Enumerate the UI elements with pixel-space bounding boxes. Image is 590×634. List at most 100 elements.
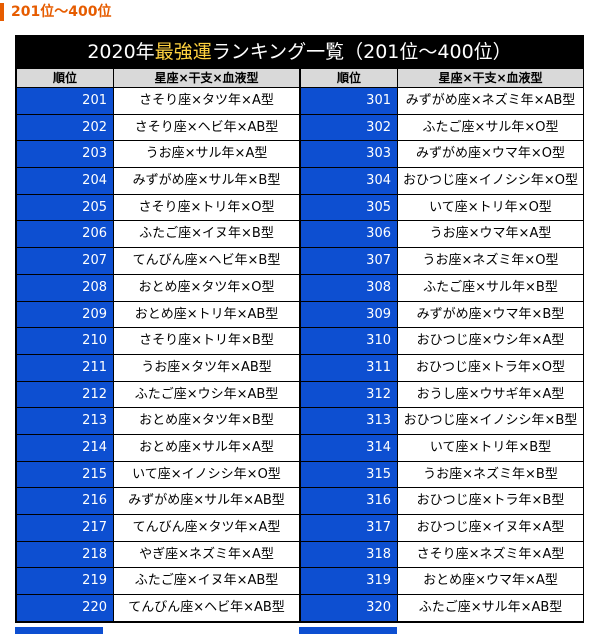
combo-cell: ふたご座×サル年×B型 (397, 274, 584, 302)
rank-cell: 209 (16, 301, 114, 329)
combo-cell: うお座×ネズミ年×B型 (397, 461, 584, 489)
combo-cell: みずがめ座×ウマ年×B型 (397, 301, 584, 329)
rank-cell: 304 (300, 168, 398, 195)
combo-cell: さそり座×タツ年×A型 (113, 88, 300, 115)
combo-cell: おひつじ座×イヌ年×A型 (397, 515, 584, 542)
rank-cell: 202 (16, 114, 114, 142)
table-row: 210 さそり座×トリ年×B型 310 おひつじ座×ウシ年×A型 (16, 328, 584, 355)
rank-cell: 214 (16, 434, 114, 462)
table-row: 217 てんびん座×タツ年×A型 317 おひつじ座×イヌ年×A型 (16, 515, 584, 542)
combo-cell: おとめ座×トリ年×AB型 (113, 301, 300, 329)
table-row: 218 やぎ座×ネズミ年×A型 318 さそり座×ネズミ年×A型 (16, 541, 584, 569)
table-row: 212 ふたご座×ウシ年×AB型 312 おうし座×ウサギ年×A型 (16, 381, 584, 409)
rank-cell: 302 (300, 114, 398, 142)
combo-cell: いて座×イノシシ年×O型 (113, 461, 300, 489)
combo-cell: いて座×トリ年×O型 (397, 194, 584, 222)
table-row: 213 おとめ座×タツ年×B型 313 おひつじ座×イノシシ年×B型 (16, 408, 584, 435)
title-prefix: 2020年 (87, 41, 155, 63)
rank-cell: 208 (16, 274, 114, 302)
combo-cell: さそり座×ネズミ年×A型 (397, 541, 584, 569)
combo-cell: ふたご座×サル年×AB型 (397, 595, 584, 622)
heading-accent-bar (0, 3, 4, 21)
combo-cell: うお座×タツ年×AB型 (113, 354, 300, 382)
table-row: 208 おとめ座×タツ年×O型 308 ふたご座×サル年×B型 (16, 274, 584, 302)
rank-cell: 307 (300, 248, 398, 275)
combo-cell: みずがめ座×ウマ年×O型 (397, 141, 584, 169)
table-row: 206 ふたご座×イヌ年×B型 306 うお座×ウマ年×A型 (16, 221, 584, 249)
combo-cell: おとめ座×タツ年×B型 (113, 408, 300, 435)
combo-cell: おひつじ座×トラ年×B型 (397, 488, 584, 515)
combo-cell: てんびん座×ヘビ年×AB型 (113, 595, 300, 622)
rank-cell: 317 (300, 515, 398, 542)
rank-cell: 303 (300, 141, 398, 169)
combo-cell: ふたご座×イヌ年×AB型 (113, 568, 300, 596)
rank-cell: 316 (300, 488, 398, 515)
header-combo-left: 星座×干支×血液型 (113, 68, 300, 88)
rank-cell: 313 (300, 408, 398, 435)
combo-cell: おとめ座×タツ年×O型 (113, 274, 300, 302)
combo-cell: やぎ座×ネズミ年×A型 (113, 541, 300, 569)
combo-cell: さそり座×トリ年×B型 (113, 328, 300, 355)
table-row: 214 おとめ座×サル年×A型 314 いて座×トリ年×B型 (16, 434, 584, 462)
rank-cell: 216 (16, 488, 114, 515)
combo-cell: ふたご座×サル年×O型 (397, 114, 584, 142)
table-row: 216 みずがめ座×サル年×AB型 316 おひつじ座×トラ年×B型 (16, 488, 584, 515)
rank-cell: 319 (300, 568, 398, 596)
rank-cell: 312 (300, 381, 398, 409)
rank-cell: 217 (16, 515, 114, 542)
header-rank-right: 順位 (300, 68, 398, 88)
combo-cell: てんびん座×ヘビ年×B型 (113, 248, 300, 275)
combo-cell: てんびん座×タツ年×A型 (113, 515, 300, 542)
rank-cell: 201 (16, 88, 114, 115)
rank-cell: 211 (16, 354, 114, 382)
rank-cell: 305 (300, 194, 398, 222)
rank-cell: 203 (16, 141, 114, 169)
combo-cell: さそり座×トリ年×O型 (113, 194, 300, 222)
rank-cell: 205 (16, 194, 114, 222)
rank-cell: 308 (300, 274, 398, 302)
table-row: 202 さそり座×ヘビ年×AB型 302 ふたご座×サル年×O型 (16, 114, 584, 142)
title-suffix: ランキング一覧（201位～400位） (211, 41, 512, 63)
heading-text: 201位～400位 (11, 4, 112, 20)
combo-cell: おうし座×ウサギ年×A型 (397, 381, 584, 409)
table-body: 201 さそり座×タツ年×A型 301 みずがめ座×ネズミ年×AB型 202 さそり座×ヘ… (16, 88, 584, 622)
combo-cell: おとめ座×サル年×A型 (113, 434, 300, 462)
table-row: 211 うお座×タツ年×AB型 311 おひつじ座×トラ年×O型 (16, 354, 584, 382)
combo-cell: ふたご座×ウシ年×AB型 (113, 381, 300, 409)
combo-cell: おひつじ座×イノシシ年×B型 (397, 408, 584, 435)
table-row: 205 さそり座×トリ年×O型 305 いて座×トリ年×O型 (16, 194, 584, 222)
combo-cell: みずがめ座×サル年×B型 (113, 168, 300, 195)
rank-cell: 206 (16, 221, 114, 249)
combo-cell: みずがめ座×サル年×AB型 (113, 488, 300, 515)
table-row: 209 おとめ座×トリ年×AB型 309 みずがめ座×ウマ年×B型 (16, 301, 584, 329)
rank-cell: 210 (16, 328, 114, 355)
rank-cell: 318 (300, 541, 398, 569)
combo-cell: いて座×トリ年×B型 (397, 434, 584, 462)
combo-cell: うお座×サル年×A型 (113, 141, 300, 169)
footer-tab-left (15, 627, 103, 634)
rank-cell: 309 (300, 301, 398, 329)
rank-cell: 306 (300, 221, 398, 249)
header-rank-left: 順位 (16, 68, 114, 88)
table-row: 207 てんびん座×ヘビ年×B型 307 うお座×ネズミ年×O型 (16, 248, 584, 275)
rank-cell: 207 (16, 248, 114, 275)
rank-cell: 212 (16, 381, 114, 409)
ranking-table: 2020年最強運ランキング一覧（201位～400位） 順位 星座×干支×血液型 … (15, 35, 584, 623)
header-combo-right: 星座×干支×血液型 (397, 68, 584, 88)
combo-cell: うお座×ウマ年×A型 (397, 221, 584, 249)
rank-cell: 215 (16, 461, 114, 489)
rank-cell: 218 (16, 541, 114, 569)
combo-cell: おひつじ座×ウシ年×A型 (397, 328, 584, 355)
combo-cell: みずがめ座×ネズミ年×AB型 (397, 88, 584, 115)
rank-cell: 320 (300, 595, 398, 622)
combo-cell: おとめ座×ウマ年×A型 (397, 568, 584, 596)
rank-cell: 219 (16, 568, 114, 596)
table-row: 220 てんびん座×ヘビ年×AB型 320 ふたご座×サル年×AB型 (16, 595, 584, 622)
combo-cell: ふたご座×イヌ年×B型 (113, 221, 300, 249)
section-heading: 201位～400位 (0, 0, 590, 24)
table-row: 215 いて座×イノシシ年×O型 315 うお座×ネズミ年×B型 (16, 461, 584, 489)
title-highlight: 最強運 (154, 41, 212, 63)
table-row: 203 うお座×サル年×A型 303 みずがめ座×ウマ年×O型 (16, 141, 584, 169)
rank-cell: 311 (300, 354, 398, 382)
table-row: 201 さそり座×タツ年×A型 301 みずがめ座×ネズミ年×AB型 (16, 88, 584, 115)
